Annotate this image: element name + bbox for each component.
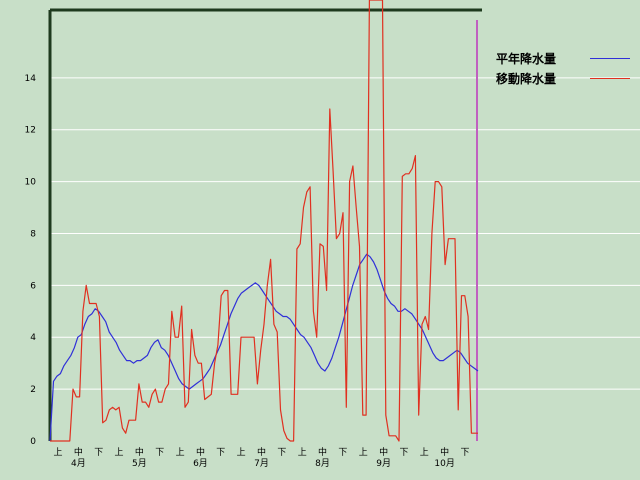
y-tick-label: 8: [30, 229, 36, 239]
month-label: 4月: [71, 458, 86, 469]
x-tick-label: 中: [74, 446, 83, 458]
x-tick-label: 上: [298, 447, 307, 458]
x-tick-label: 下: [155, 448, 164, 458]
series-lines: [49, 0, 479, 442]
month-label: 8月: [315, 458, 330, 469]
x-tick-label: 中: [440, 446, 449, 458]
series-line-moving: [50, 0, 478, 442]
month-labels: 4月 5月 6月 7月 8月 9月 10月: [71, 458, 455, 469]
y-tick-label: 4: [30, 333, 36, 343]
legend-label-normal: 平年降水量: [496, 51, 557, 66]
x-tick-label: 上: [359, 447, 368, 458]
legend: 平年降水量 移動降水量: [496, 48, 630, 88]
x-tick-label: 中: [379, 446, 388, 458]
x-tick-label: 上: [53, 447, 62, 458]
legend-swatch-normal: [590, 57, 630, 59]
x-tick-label: 中: [135, 446, 144, 458]
x-tick-label: 上: [420, 447, 429, 458]
x-tick-labels: 上中下上中下上中下上中下上中下上中下上中下: [53, 446, 469, 458]
legend-item-moving: 移動降水量: [496, 68, 630, 88]
gridlines: [50, 77, 640, 390]
x-tick-label: 下: [460, 448, 469, 458]
y-tick-label: 10: [25, 178, 37, 188]
x-tick-label: 上: [176, 447, 185, 458]
x-tick-label: 上: [115, 447, 124, 458]
x-tick-label: 下: [338, 448, 347, 458]
legend-label-moving: 移動降水量: [496, 71, 557, 86]
month-label: 9月: [376, 458, 391, 469]
legend-item-normal: 平年降水量: [496, 48, 630, 68]
month-label: 7月: [254, 458, 269, 469]
x-tick-label: 下: [216, 448, 225, 458]
month-label: 5月: [132, 458, 147, 469]
x-tick-label: 下: [94, 448, 103, 458]
x-tick-label: 中: [257, 446, 266, 458]
y-tick-label: 12: [25, 126, 36, 136]
y-tick-label: 2: [30, 385, 36, 395]
legend-swatch-moving: [590, 77, 630, 79]
x-tick-label: 下: [399, 448, 408, 458]
month-label: 6月: [193, 458, 208, 469]
y-tick-label: 0: [30, 437, 36, 447]
x-tick-label: 上: [237, 447, 246, 458]
y-tick-label: 14: [25, 74, 37, 84]
y-tick-label: 6: [30, 281, 36, 291]
x-tick-label: 中: [318, 446, 327, 458]
month-label: 10月: [434, 458, 454, 469]
y-tick-labels: 0 2 4 6 8 10 12 14: [25, 74, 37, 447]
x-tick-label: 下: [277, 448, 286, 458]
series-line-normal: [49, 253, 479, 442]
x-tick-label: 中: [196, 446, 205, 458]
